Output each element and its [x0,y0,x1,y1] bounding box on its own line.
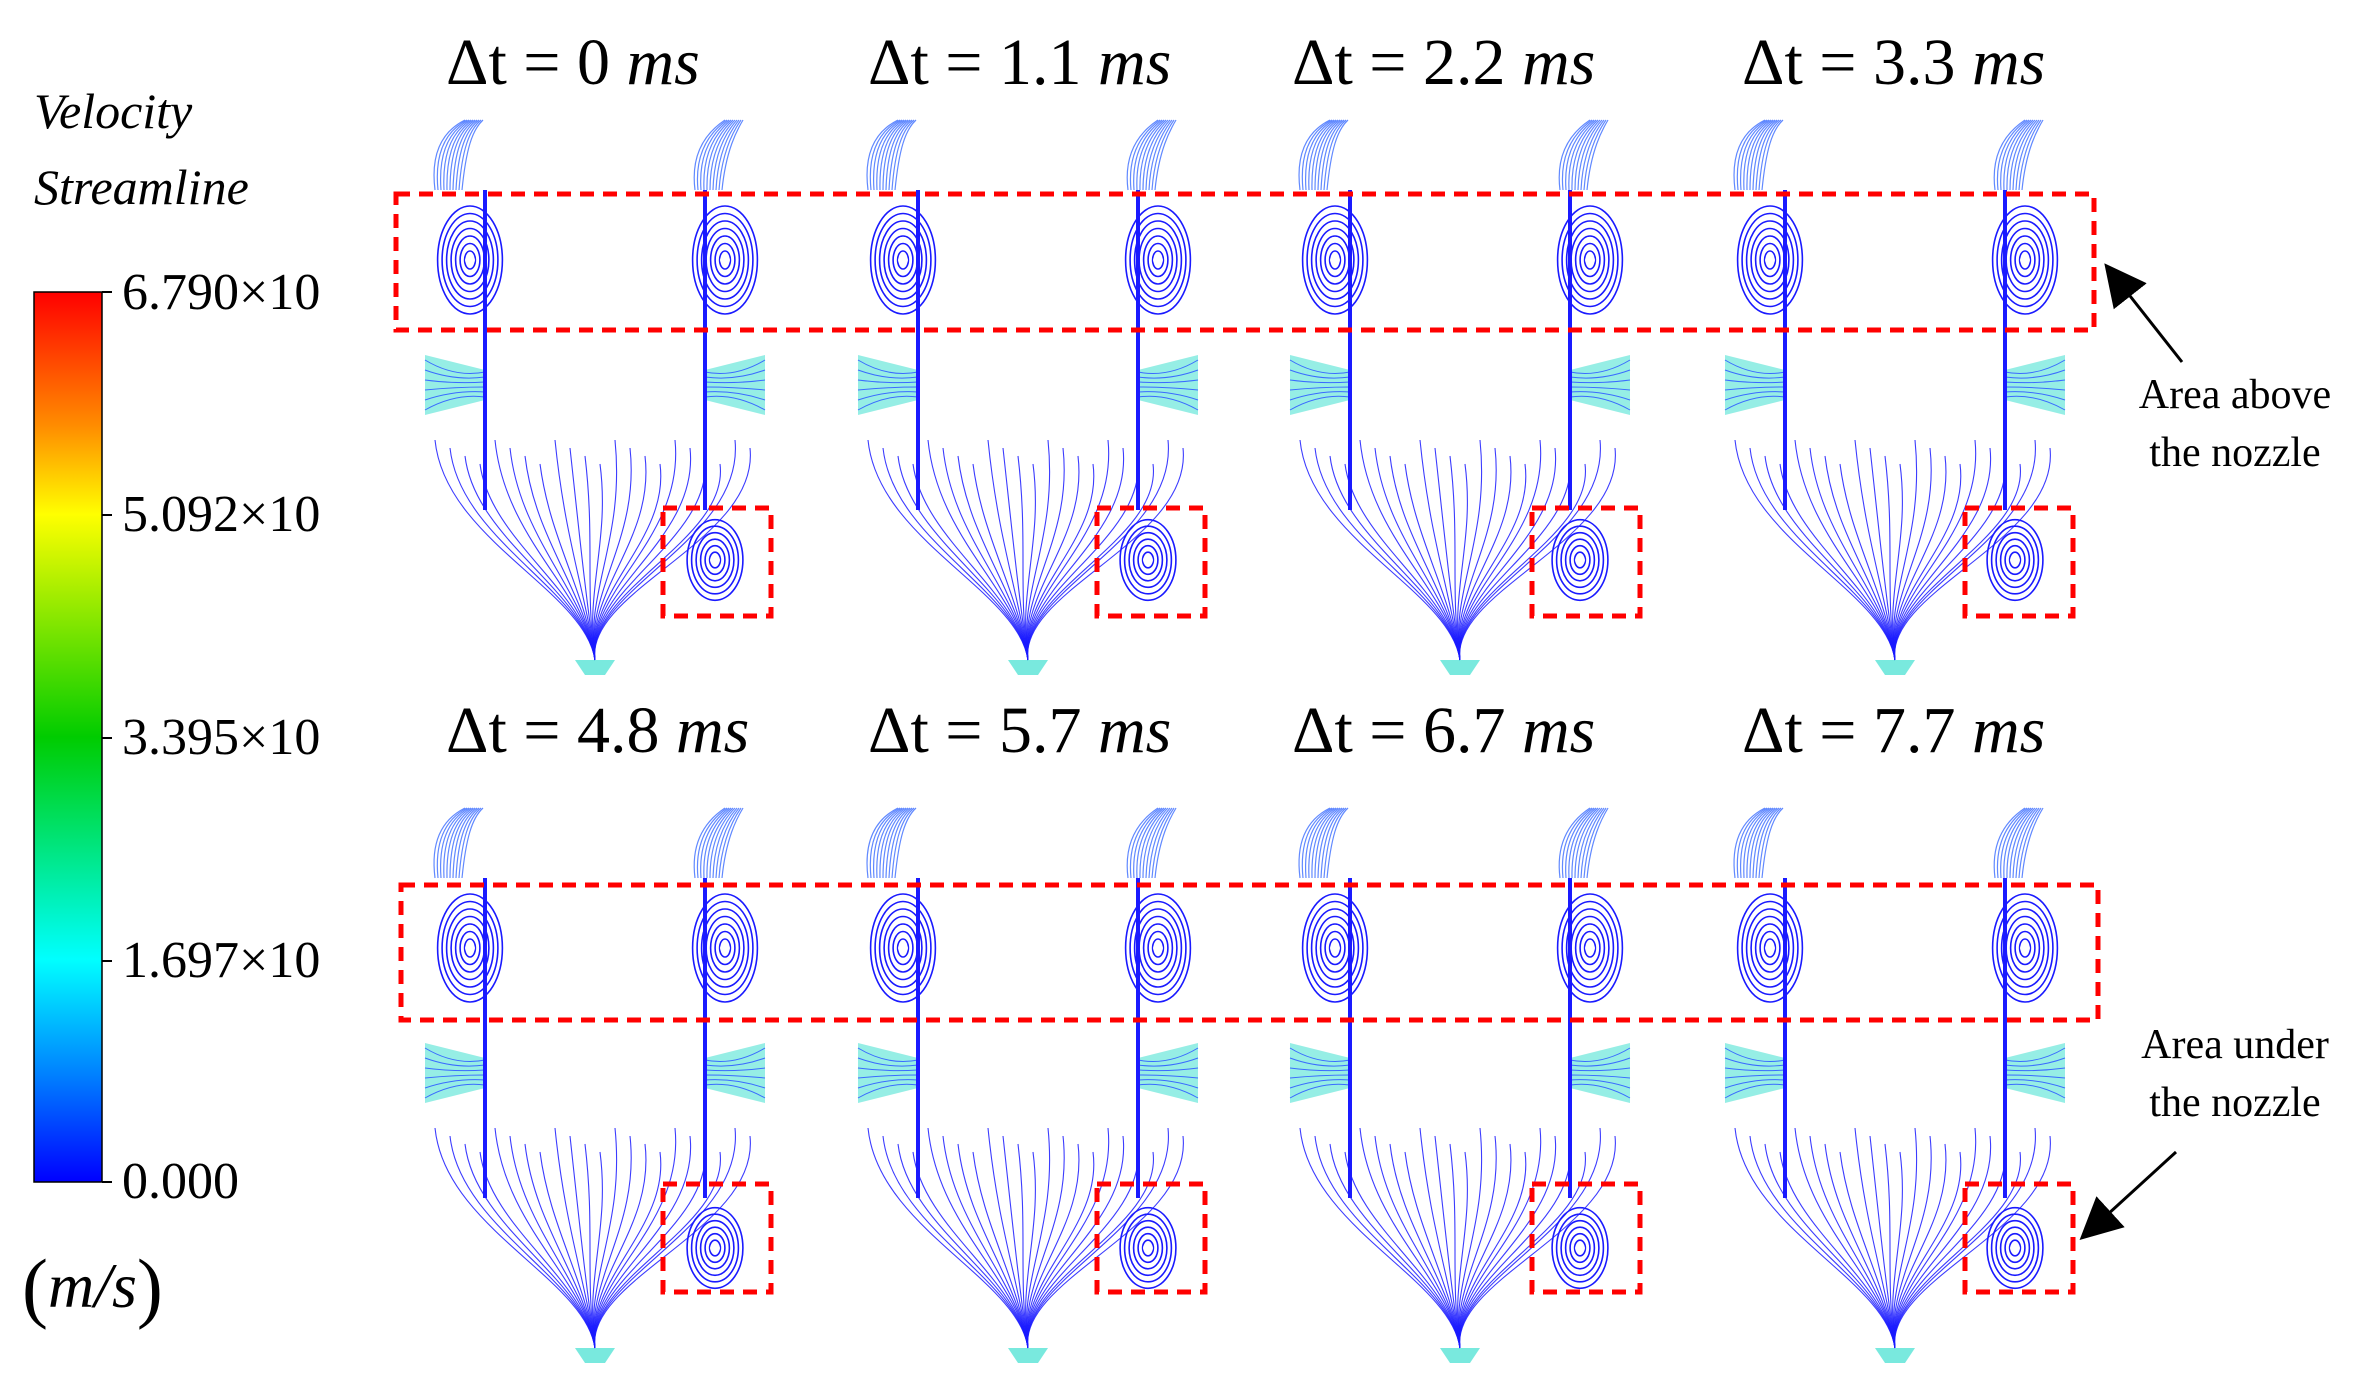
time-label-7: Δt = 6.7 ms [1292,694,1596,767]
annotation-under-nozzle: Area under the nozzle [2141,1022,2329,1126]
highlight-box-under-5 [660,1181,774,1295]
time-label-4: Δt = 3.3 ms [1742,26,2046,99]
time-label-5: Δt = 4.8 ms [446,694,750,767]
time-label-8: Δt = 7.7 ms [1742,694,2046,767]
streamline-panel-6 [857,807,1199,1363]
legend-unit: (m/s) [22,1243,163,1330]
streamline-panel-5 [424,807,766,1363]
annotation-above-nozzle: Area above the nozzle [2138,372,2332,476]
legend-unit-text: m/s [47,1250,137,1321]
legend-tick-min: 0.000 [122,1153,239,1210]
highlight-box-under-2 [1094,505,1208,619]
legend-tick-3: 3.395×10 [122,709,321,766]
arrow-above [2104,263,2184,363]
time-label-3: Δt = 2.2 ms [1292,26,1596,99]
streamline-panel-8 [1724,807,2066,1363]
streamline-panel-4 [1724,119,2066,675]
highlight-box-under-4 [1962,505,2076,619]
highlight-box-under-1 [660,505,774,619]
highlight-box-above-row1 [393,191,2097,333]
time-label-2: Δt = 1.1 ms [868,26,1172,99]
legend-colorbar [33,291,112,1183]
legend-tick-4: 1.697×10 [122,932,321,989]
highlight-box-under-8 [1962,1181,2076,1295]
time-label-6: Δt = 5.7 ms [868,694,1172,767]
legend-title-line1: Velocity [34,83,193,139]
highlight-box-under-6 [1094,1181,1208,1295]
highlight-box-under-7 [1529,1181,1643,1295]
streamline-panel-3 [1289,119,1631,675]
legend-title-line2: Streamline [34,159,249,215]
highlight-box-under-3 [1529,505,1643,619]
arrow-under [2079,1150,2178,1241]
streamline-panel-7 [1289,807,1631,1363]
streamline-panel-1 [424,119,766,675]
time-label-1: Δt = 0 ms [446,26,700,99]
highlight-box-above-row2 [398,882,2101,1023]
streamline-panel-2 [857,119,1199,675]
legend-tick-max: 6.790×10 [122,264,321,321]
legend-tick-2: 5.092×10 [122,486,321,543]
